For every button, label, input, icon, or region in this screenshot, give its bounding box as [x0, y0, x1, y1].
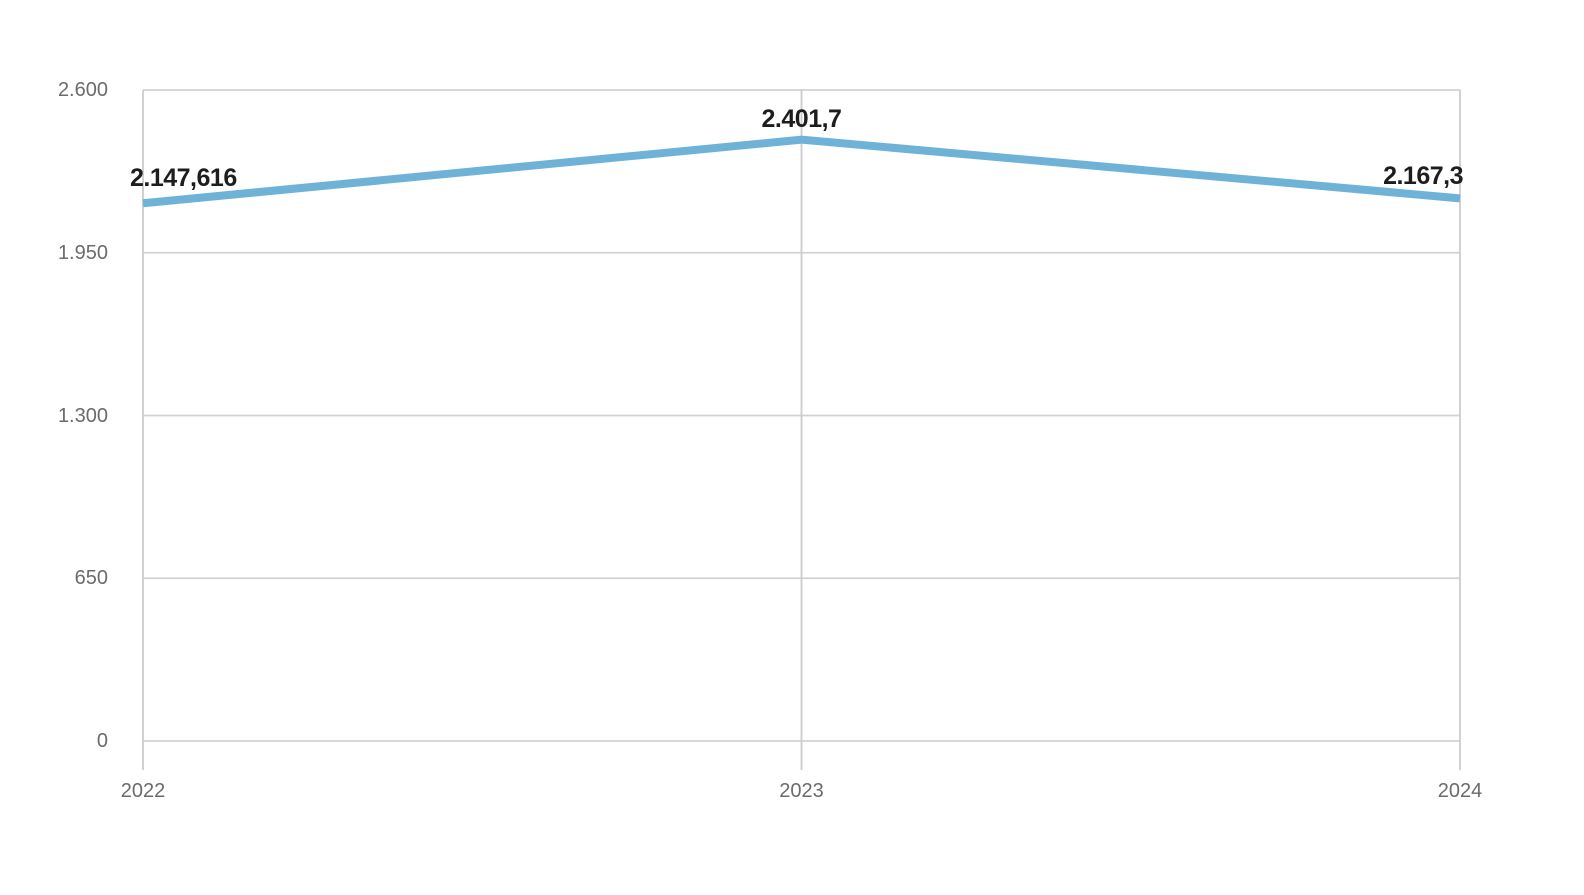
x-axis-tick-label: 2022: [120, 780, 166, 802]
data-series-line: [142, 135, 1461, 208]
x-axis-tick-label: 2024: [1437, 780, 1483, 802]
y-axis-tick-label: 2.600: [57, 79, 108, 101]
x-axis-tick-label: 2023: [779, 780, 824, 802]
data-point-label: 2.401,7: [761, 104, 842, 133]
y-axis-tick-label: 0: [96, 730, 108, 752]
y-axis-tick-label: 1.300: [57, 404, 108, 427]
y-axis-tick-label: 650: [74, 567, 108, 590]
y-axis-tick-label: 1.950: [57, 241, 108, 264]
data-point-label: 2.167,3: [1383, 162, 1463, 191]
data-point-label: 2.147,616: [130, 164, 237, 193]
